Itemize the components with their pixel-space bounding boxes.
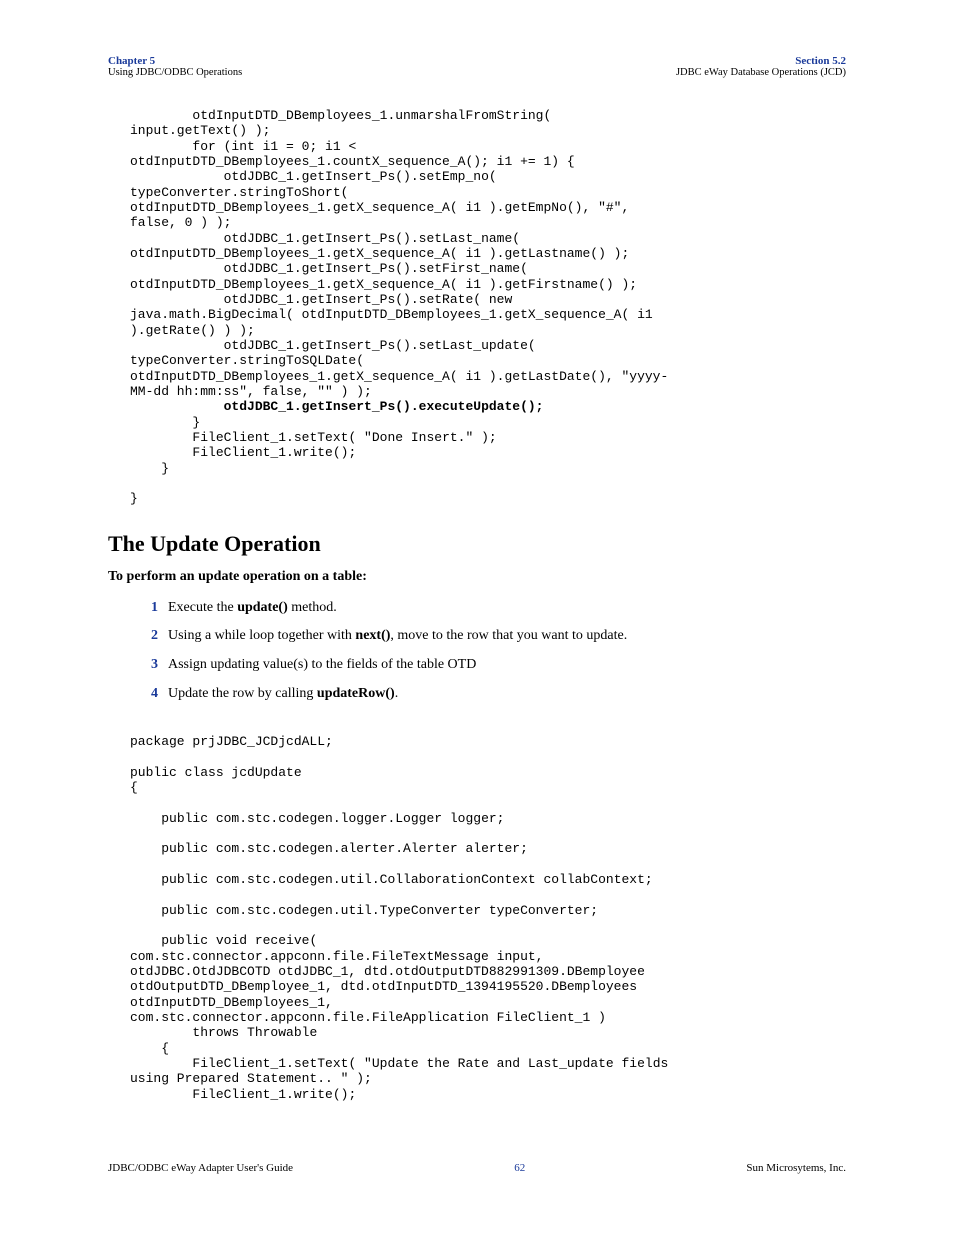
section-subtitle: JDBC eWay Database Operations (JCD)	[676, 67, 846, 78]
footer-page-number: 62	[514, 1162, 525, 1174]
list-text: Execute the update() method.	[168, 599, 337, 618]
footer-company: Sun Microsytems, Inc.	[746, 1162, 846, 1174]
list-text: Using a while loop together with next(),…	[168, 627, 627, 646]
code-pre: otdInputDTD_DBemployees_1.unmarshalFromS…	[130, 108, 668, 399]
section-link[interactable]: Section 5.2	[676, 55, 846, 67]
list-number: 3	[136, 656, 158, 675]
page-header: Chapter 5 Using JDBC/ODBC Operations Sec…	[108, 55, 846, 78]
list-number: 2	[136, 627, 158, 646]
steps-list: 1 Execute the update() method. 2 Using a…	[108, 599, 846, 705]
code-bold-line: otdJDBC_1.getInsert_Ps().executeUpdate()…	[130, 399, 543, 414]
code-block-insert: otdInputDTD_DBemployees_1.unmarshalFromS…	[130, 108, 846, 507]
page-footer: JDBC/ODBC eWay Adapter User's Guide 62 S…	[108, 1162, 846, 1174]
intro-text: To perform an update operation on a tabl…	[108, 569, 846, 585]
list-text: Assign updating value(s) to the fields o…	[168, 656, 476, 675]
list-item: 1 Execute the update() method.	[136, 599, 846, 618]
chapter-subtitle: Using JDBC/ODBC Operations	[108, 67, 242, 78]
list-number: 1	[136, 599, 158, 618]
list-item: 3 Assign updating value(s) to the fields…	[136, 656, 846, 675]
list-item: 4 Update the row by calling updateRow().	[136, 685, 846, 704]
footer-doc-title: JDBC/ODBC eWay Adapter User's Guide	[108, 1162, 293, 1174]
list-number: 4	[136, 685, 158, 704]
code-block-update: package prjJDBC_JCDjcdALL; public class …	[130, 734, 846, 1102]
list-item: 2 Using a while loop together with next(…	[136, 627, 846, 646]
chapter-link[interactable]: Chapter 5	[108, 55, 242, 67]
list-text: Update the row by calling updateRow().	[168, 685, 398, 704]
code-post: } FileClient_1.setText( "Done Insert." )…	[130, 415, 497, 507]
heading-update-operation: The Update Operation	[108, 531, 846, 557]
